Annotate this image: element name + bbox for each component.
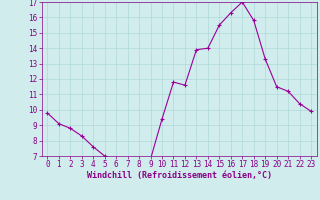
- X-axis label: Windchill (Refroidissement éolien,°C): Windchill (Refroidissement éolien,°C): [87, 171, 272, 180]
